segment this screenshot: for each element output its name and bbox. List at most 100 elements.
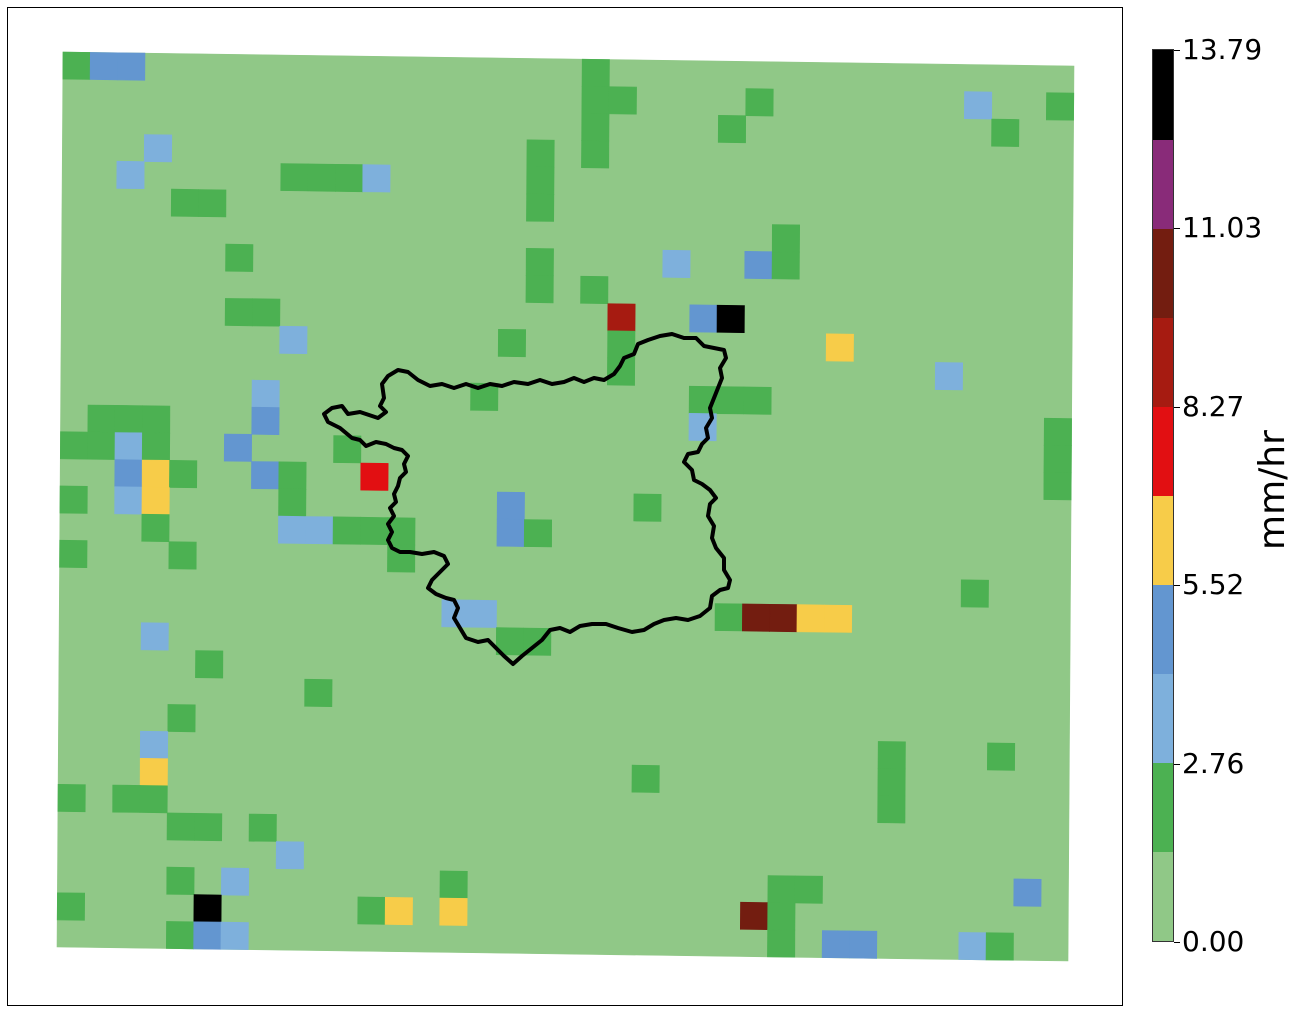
grid-cell — [117, 52, 146, 81]
grid-cell — [223, 433, 253, 462]
grid-cell — [958, 932, 987, 961]
grid-cell — [743, 386, 772, 415]
grid-cell — [496, 518, 525, 547]
grid-cell — [767, 875, 796, 904]
grid-cell — [252, 298, 281, 327]
grid-background — [56, 51, 1075, 962]
colorbar-segment — [1153, 851, 1173, 942]
grid-cell — [439, 897, 468, 926]
colorbar-tick-mark — [1174, 406, 1180, 408]
grid-cell — [114, 404, 143, 434]
grid-cell — [525, 275, 554, 304]
grid-cell — [198, 189, 227, 218]
colorbar-tick-label: 5.52 — [1182, 568, 1245, 602]
grid-cell — [359, 516, 389, 546]
grid-cell — [1043, 472, 1072, 501]
colorbar — [1152, 49, 1174, 942]
grid-cell — [114, 459, 143, 488]
grid-cell — [334, 163, 364, 193]
grid-cell — [821, 930, 850, 959]
grid-cell — [224, 298, 253, 327]
grid-cell — [362, 164, 391, 193]
grid-cell — [280, 163, 309, 192]
grid-cell — [56, 892, 86, 921]
colorbar-segment — [1153, 139, 1173, 229]
grid-cell — [59, 539, 88, 569]
colorbar-tick-mark — [1174, 228, 1180, 230]
grid-cell — [57, 783, 86, 813]
colorbar-unit-label: mm/hr — [1252, 430, 1293, 550]
grid-cell — [849, 930, 878, 959]
grid-cell — [767, 902, 796, 931]
grid-cell — [1043, 444, 1072, 474]
grid-cell — [140, 622, 169, 651]
colorbar-tick-label: 2.76 — [1182, 746, 1245, 780]
grid-cell — [771, 224, 801, 253]
grid-cell — [745, 88, 774, 117]
grid-cell — [796, 604, 825, 633]
grid-cell — [139, 730, 169, 760]
grid-cell — [277, 515, 307, 544]
grid-cell — [170, 188, 200, 217]
grid-cell — [741, 603, 771, 632]
grid-cell — [769, 603, 798, 633]
grid-cell — [139, 785, 168, 814]
colorbar-tick-label: 11.03 — [1182, 211, 1263, 245]
precipitation-grid — [56, 51, 1075, 962]
grid-cell — [468, 599, 497, 628]
grid-cell — [304, 678, 333, 708]
grid-cell — [581, 113, 610, 142]
grid-cell — [823, 604, 853, 633]
grid-cell — [497, 328, 527, 358]
grid-cell — [608, 86, 637, 115]
colorbar-segment — [1153, 228, 1173, 318]
grid-cell — [581, 85, 610, 115]
grid-cell — [662, 249, 691, 279]
grid-cell — [307, 163, 336, 192]
grid-cell — [116, 160, 145, 190]
grid-cell — [877, 768, 906, 797]
grid-cell — [877, 795, 906, 824]
grid-cell — [771, 251, 800, 280]
grid-cell — [985, 932, 1014, 961]
grid-cell — [62, 51, 91, 80]
grid-cell — [607, 303, 636, 332]
colorbar-tick-label: 13.79 — [1182, 33, 1263, 66]
colorbar-tick-mark — [1174, 763, 1180, 765]
grid-cell — [580, 275, 609, 305]
grid-cell — [195, 650, 224, 679]
grid-cell — [143, 134, 173, 163]
grid-cell — [278, 488, 307, 517]
grid-cell — [794, 875, 823, 904]
grid-cell — [960, 579, 989, 608]
grid-cell — [142, 405, 171, 434]
grid-cell — [739, 901, 769, 931]
grid-cell — [525, 247, 554, 277]
colorbar-tick-label: 0.00 — [1182, 925, 1245, 958]
grid-cell — [141, 513, 170, 543]
grid-cell — [496, 491, 525, 520]
map-frame — [7, 7, 1123, 1006]
grid-cell — [193, 894, 222, 923]
colorbar-segment — [1153, 762, 1173, 853]
grid-cell — [87, 431, 116, 460]
grid-cell — [1043, 417, 1072, 447]
grid-cell — [275, 841, 304, 870]
grid-cell — [220, 867, 250, 896]
region-boundary — [322, 332, 732, 666]
grid-cell — [59, 485, 88, 514]
grid-cell — [526, 193, 555, 222]
grid-cell — [225, 243, 254, 272]
grid-cell — [251, 406, 280, 436]
grid-cell — [193, 921, 222, 950]
grid-cell — [251, 379, 280, 408]
grid-cell — [357, 896, 386, 925]
grid-cell — [166, 812, 195, 841]
grid-cell — [278, 461, 307, 490]
grid-cell — [963, 91, 993, 120]
colorbar-segment — [1153, 673, 1173, 764]
precipitation-map — [56, 51, 1075, 962]
colorbar-segment — [1153, 406, 1173, 496]
grid-cell — [825, 333, 854, 362]
grid-cell — [332, 516, 361, 545]
